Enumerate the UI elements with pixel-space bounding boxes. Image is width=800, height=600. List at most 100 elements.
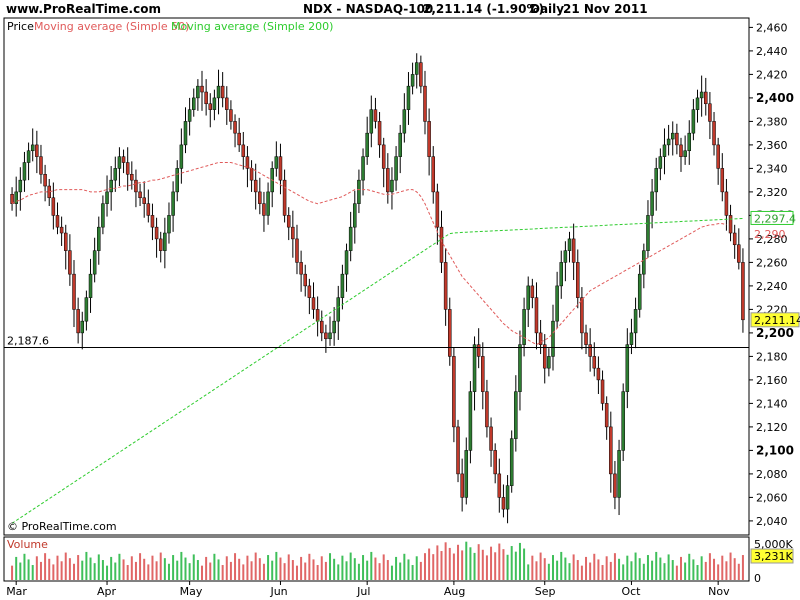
volume-bar — [663, 563, 666, 580]
y-tick-label: 2,420 — [756, 68, 788, 81]
candle-body — [509, 438, 514, 486]
candle-body — [196, 85, 200, 99]
candle-body — [26, 150, 31, 163]
volume-bar — [110, 556, 113, 580]
volume-bar — [44, 553, 47, 580]
candle-body — [514, 391, 518, 439]
volume-label: Volume — [7, 538, 48, 551]
volume-bar — [679, 556, 682, 580]
volume-bar — [539, 552, 542, 580]
candle-body — [567, 238, 572, 251]
candle-body — [435, 191, 440, 228]
candle-body — [212, 97, 217, 110]
volume-bar — [184, 557, 187, 580]
candle-body — [390, 179, 394, 193]
volume-bar — [618, 558, 621, 580]
candle-body — [741, 262, 745, 321]
volume-bar — [415, 556, 418, 580]
volume-bar — [531, 555, 534, 580]
y-tick-label: 2,260 — [756, 256, 788, 269]
volume-bar — [180, 551, 183, 580]
candle-body — [373, 109, 378, 122]
volume-bar — [188, 563, 191, 580]
volume-bar — [234, 553, 237, 580]
candle-body — [158, 238, 163, 251]
candle-body — [716, 144, 720, 169]
site-title[interactable]: www.ProRealTime.com — [6, 2, 161, 16]
volume-bar — [77, 555, 80, 580]
candle-body — [245, 156, 250, 169]
y-tick-label: 2,040 — [756, 515, 788, 528]
candle-body — [489, 426, 493, 451]
candle-body — [596, 367, 601, 381]
chart-date: 21 Nov 2011 — [563, 2, 648, 16]
volume-bar — [295, 565, 298, 580]
volume-bar — [605, 556, 608, 580]
volume-bar — [11, 565, 14, 580]
volume-bar — [64, 552, 67, 580]
candle-body — [39, 156, 43, 175]
candle-body — [76, 309, 80, 334]
candle-body — [427, 121, 431, 157]
candle-body — [637, 273, 642, 310]
candle-body — [68, 250, 72, 275]
x-month-label: Sep — [535, 585, 556, 598]
y-tick-label: 2,180 — [756, 350, 788, 363]
volume-bar — [704, 561, 707, 580]
x-month-label: Nov — [708, 585, 730, 598]
candle-body — [344, 250, 349, 275]
y-tick-label: 2,240 — [756, 280, 788, 293]
y-tick-label: 2,200 — [756, 326, 794, 340]
candle-body — [51, 197, 56, 216]
volume-bar — [271, 560, 274, 580]
volume-bar — [89, 557, 92, 580]
candle-body — [386, 168, 390, 193]
candle-body — [216, 85, 221, 99]
volume-bar — [31, 565, 34, 580]
candle-body — [328, 332, 332, 340]
volume-bar — [333, 558, 336, 580]
candle-body — [526, 285, 530, 310]
volume-bar — [382, 554, 385, 580]
volume-bar — [556, 560, 559, 580]
volume-bar — [27, 559, 30, 580]
volume-bar — [329, 553, 332, 580]
x-month-label: Jul — [356, 585, 370, 598]
y-tick-label: 2,400 — [756, 91, 794, 105]
volume-bar — [428, 548, 431, 580]
candles — [10, 53, 745, 524]
candle-body — [485, 391, 489, 428]
volume-bar — [576, 560, 579, 580]
volume-bar — [205, 556, 208, 580]
candle-body — [307, 285, 312, 298]
candle-body — [204, 91, 208, 105]
candle-body — [464, 450, 469, 498]
candle-body — [501, 497, 506, 510]
candle-body — [547, 356, 551, 369]
x-month-label: Mar — [6, 585, 27, 598]
volume-bar — [452, 553, 455, 580]
candle-body — [266, 191, 270, 216]
candle-body — [410, 74, 415, 87]
volume-bar — [316, 565, 319, 580]
volume-bar — [572, 554, 575, 580]
volume-bar — [585, 556, 588, 580]
candle-body — [670, 132, 675, 140]
volume-bar — [473, 552, 476, 580]
legend-ma50: Moving average (Simple 50) — [34, 20, 189, 33]
volume-bar — [481, 549, 484, 580]
timeframe: Daily — [530, 2, 565, 16]
volume-bar — [147, 564, 150, 580]
volume-bar — [106, 565, 109, 580]
candle-body — [142, 197, 146, 204]
candle-body — [481, 356, 485, 392]
candle-body — [225, 97, 229, 110]
volume-bar — [630, 561, 633, 580]
volume-bar — [713, 558, 716, 580]
volume-bar — [345, 561, 348, 580]
volume-bar — [667, 554, 670, 580]
candle-body — [617, 450, 621, 498]
candle-body — [117, 156, 122, 169]
volume-bar — [535, 561, 538, 580]
